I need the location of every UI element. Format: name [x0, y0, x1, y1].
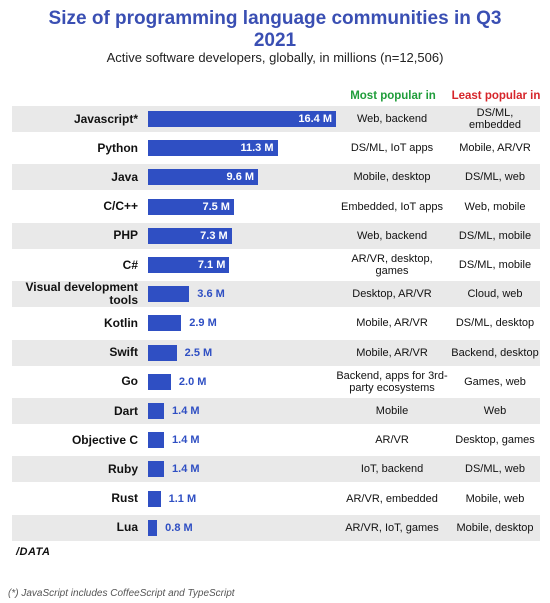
row-band — [12, 222, 540, 249]
most-popular-cell: AR/VR, desktop, games — [351, 253, 433, 277]
least-popular-cell: DS/ML, mobile — [458, 259, 532, 271]
least-popular-cell: Backend, desktop — [451, 346, 539, 359]
language-label: Visual development tools — [25, 280, 138, 308]
bar — [148, 461, 165, 478]
least-popular-header: Least popular in — [451, 90, 541, 102]
language-label: Dart — [113, 403, 138, 418]
bar — [148, 373, 171, 390]
value-label: 1.4 M — [172, 434, 200, 447]
bar — [148, 432, 165, 449]
value-label: 16.4 M — [298, 113, 332, 125]
least-popular-cell: Mobile, AR/VR — [459, 142, 531, 155]
most-popular-cell: AR/VR — [375, 434, 409, 447]
least-popular-cell: Mobile, web — [465, 492, 525, 505]
value-label: 2.5 M — [184, 346, 213, 359]
value-label: 2.9 M — [189, 317, 217, 330]
least-popular-cell: DS/ML, embedded — [469, 107, 521, 131]
row-band — [12, 398, 540, 424]
value-label: 7.1 M — [197, 259, 226, 271]
row-band — [12, 456, 540, 483]
most-popular-cell: Desktop, AR/VR — [352, 288, 432, 301]
value-label: 7.5 M — [202, 200, 230, 213]
language-label: PHP — [113, 228, 138, 243]
least-popular-cell: Cloud, web — [467, 288, 523, 301]
least-popular-cell: DS/ML, web — [465, 463, 525, 476]
language-label: Rust — [111, 491, 138, 506]
least-popular-cell: Web, mobile — [464, 200, 526, 213]
most-popular-cell: AR/VR, IoT, games — [345, 521, 439, 534]
bar — [148, 140, 278, 157]
bar — [148, 490, 161, 507]
most-popular-cell: Mobile, AR/VR — [356, 317, 428, 330]
bar — [148, 198, 234, 215]
chart-subtitle: Active software developers, globally, in… — [106, 50, 444, 65]
value-label: 7.3 M — [200, 229, 228, 242]
bar — [148, 286, 190, 303]
most-popular-cell: Web, backend — [356, 229, 428, 242]
value-label: 1.4 M — [172, 405, 200, 417]
least-popular-cell: DS/ML, mobile — [458, 229, 532, 242]
chart-title-line-1: Size of programming language communities… — [48, 8, 502, 29]
bar — [148, 315, 182, 332]
bar — [148, 169, 259, 186]
value-label: 3.6 M — [197, 288, 225, 301]
row-band — [12, 281, 540, 308]
chart-card: Size of programming language communities… — [12, 8, 541, 558]
language-label: Javascript* — [73, 111, 138, 126]
bar — [148, 403, 165, 419]
language-label: Ruby — [108, 461, 138, 476]
value-label: 1.4 M — [172, 463, 200, 476]
most-popular-cell: Mobile — [375, 405, 409, 417]
most-popular-header: Most popular in — [350, 90, 436, 102]
least-popular-cell: Games, web — [464, 375, 526, 388]
value-label: 1.1 M — [168, 492, 197, 505]
most-popular-cell: IoT, backend — [360, 463, 424, 476]
most-popular-cell: AR/VR, embedded — [346, 492, 438, 505]
language-label: Lua — [116, 520, 138, 535]
value-label: 2.0 M — [178, 375, 207, 388]
least-popular-cell: DS/ML, web — [465, 171, 525, 184]
most-popular-cell: DS/ML, IoT apps — [350, 142, 434, 155]
row-band — [12, 514, 540, 541]
bar — [148, 519, 158, 536]
least-popular-cell: Mobile, desktop — [456, 521, 534, 534]
language-label: C# — [122, 257, 138, 272]
least-popular-cell: DS/ML, desktop — [455, 317, 535, 330]
language-label: Kotlin — [104, 315, 138, 330]
bar — [148, 257, 230, 273]
most-popular-cell: Mobile, desktop — [353, 171, 431, 184]
most-popular-cell: Backend, apps for 3rd-party ecosystems — [336, 369, 448, 394]
value-label: 0.8 M — [165, 521, 193, 534]
language-label: C/C++ — [103, 199, 138, 214]
language-label: Java — [111, 169, 138, 184]
most-popular-cell: Web, backend — [356, 113, 428, 125]
least-popular-cell: Web — [483, 405, 507, 417]
bar — [148, 344, 177, 361]
bar — [148, 227, 232, 244]
most-popular-cell: Embedded, IoT apps — [341, 200, 443, 213]
data-logo: /DATA — [16, 546, 51, 558]
row-band — [12, 339, 540, 366]
least-popular-cell: Desktop, games — [455, 434, 535, 447]
most-popular-cell: Mobile, AR/VR — [356, 346, 428, 359]
bar — [148, 111, 336, 127]
chart-title-line-2: 2021 — [253, 30, 297, 51]
language-label: Python — [97, 140, 138, 155]
value-label: 11.3 M — [240, 142, 274, 155]
footnote: (*) JavaScript includes CoffeeScript and… — [8, 588, 235, 599]
language-label: Go — [121, 374, 138, 389]
row-band — [12, 164, 540, 191]
language-label: Objective C — [71, 432, 138, 447]
language-label: Swift — [109, 345, 138, 360]
value-label: 9.6 M — [226, 171, 255, 184]
